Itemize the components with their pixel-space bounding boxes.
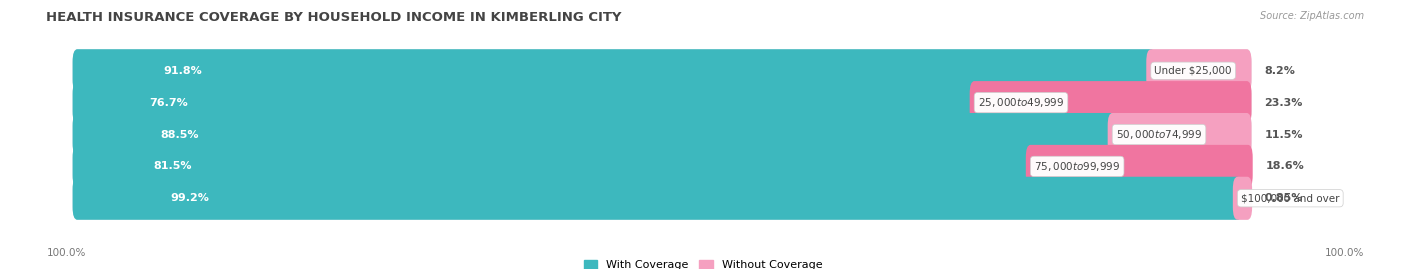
FancyBboxPatch shape — [970, 81, 1251, 124]
FancyBboxPatch shape — [73, 177, 1251, 220]
Text: 23.3%: 23.3% — [1264, 98, 1303, 108]
Text: $100,000 and over: $100,000 and over — [1241, 193, 1340, 203]
FancyBboxPatch shape — [1146, 49, 1251, 92]
FancyBboxPatch shape — [73, 81, 1251, 124]
FancyBboxPatch shape — [73, 145, 1035, 188]
Text: 18.6%: 18.6% — [1265, 161, 1305, 171]
Text: 76.7%: 76.7% — [149, 98, 188, 108]
Text: 100.0%: 100.0% — [1324, 248, 1364, 258]
Text: 100.0%: 100.0% — [46, 248, 86, 258]
Text: 11.5%: 11.5% — [1264, 129, 1303, 140]
FancyBboxPatch shape — [73, 177, 1241, 220]
Text: $50,000 to $74,999: $50,000 to $74,999 — [1116, 128, 1202, 141]
FancyBboxPatch shape — [73, 49, 1156, 92]
FancyBboxPatch shape — [73, 113, 1251, 156]
FancyBboxPatch shape — [1233, 177, 1253, 220]
Text: 99.2%: 99.2% — [170, 193, 209, 203]
Legend: With Coverage, Without Coverage: With Coverage, Without Coverage — [583, 260, 823, 269]
FancyBboxPatch shape — [73, 145, 1251, 188]
Text: 88.5%: 88.5% — [160, 129, 198, 140]
Text: 8.2%: 8.2% — [1264, 66, 1295, 76]
Text: 0.85%: 0.85% — [1265, 193, 1303, 203]
FancyBboxPatch shape — [1108, 113, 1251, 156]
Text: Source: ZipAtlas.com: Source: ZipAtlas.com — [1260, 11, 1364, 21]
Text: 81.5%: 81.5% — [153, 161, 193, 171]
Text: Under $25,000: Under $25,000 — [1154, 66, 1232, 76]
FancyBboxPatch shape — [1026, 145, 1253, 188]
Text: $25,000 to $49,999: $25,000 to $49,999 — [977, 96, 1064, 109]
FancyBboxPatch shape — [73, 49, 1251, 92]
FancyBboxPatch shape — [73, 113, 1116, 156]
FancyBboxPatch shape — [73, 81, 979, 124]
Text: HEALTH INSURANCE COVERAGE BY HOUSEHOLD INCOME IN KIMBERLING CITY: HEALTH INSURANCE COVERAGE BY HOUSEHOLD I… — [46, 11, 621, 24]
Text: 91.8%: 91.8% — [163, 66, 202, 76]
Text: $75,000 to $99,999: $75,000 to $99,999 — [1033, 160, 1121, 173]
